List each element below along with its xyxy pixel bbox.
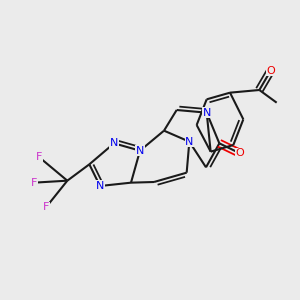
Text: F: F bbox=[31, 178, 37, 188]
Text: N: N bbox=[110, 138, 118, 148]
Text: F: F bbox=[36, 152, 43, 162]
Text: N: N bbox=[185, 137, 194, 147]
Text: O: O bbox=[266, 66, 275, 76]
Text: N: N bbox=[202, 108, 211, 118]
Text: N: N bbox=[136, 146, 144, 156]
Text: F: F bbox=[43, 202, 49, 212]
Text: O: O bbox=[236, 148, 244, 158]
Text: N: N bbox=[96, 181, 104, 191]
